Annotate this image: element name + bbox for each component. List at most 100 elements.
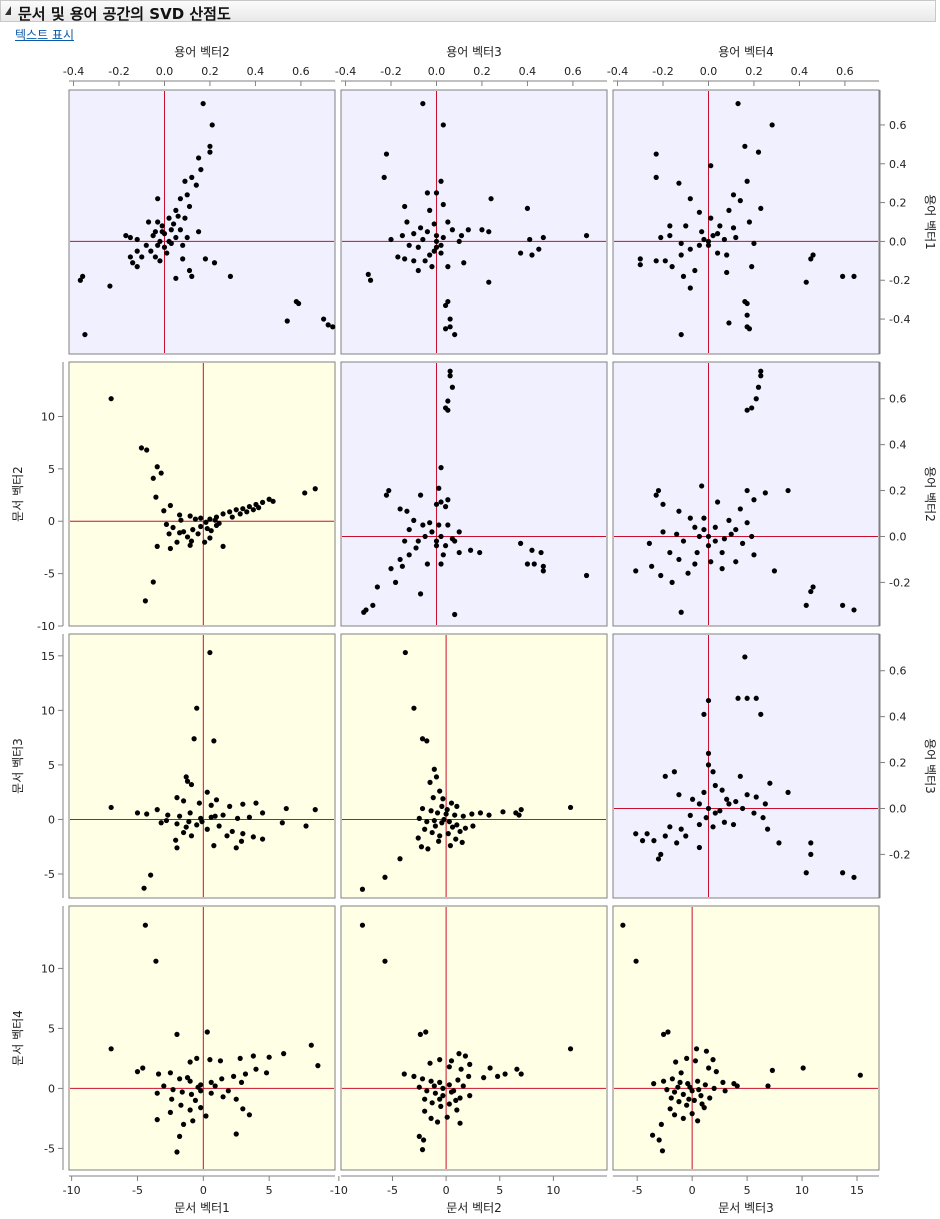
term-panel [340,361,608,627]
doc-point [469,811,475,817]
left-axis-tick-label: 0 [48,813,55,826]
term-point [701,711,707,717]
doc-point [238,1079,245,1085]
term-point [678,826,684,832]
term-point [730,192,737,198]
term-point [676,792,682,798]
doc-point [180,1121,187,1127]
term-point [696,533,702,540]
doc-point [418,844,425,850]
term-point [851,874,857,880]
doc-point [134,810,141,816]
doc-point [420,1137,427,1143]
doc-point [187,1059,193,1065]
bottom-axis-tick-label: 10 [795,1184,809,1197]
doc-point [242,1071,249,1077]
term-point [447,316,453,322]
doc-point [462,1053,469,1059]
doc-point [731,1081,737,1087]
show-text-link[interactable]: 텍스트 표시 [15,28,75,42]
term-point [851,273,857,279]
doc-point [217,1058,224,1064]
term-point [467,547,474,553]
doc-point [466,1073,472,1079]
right-axis-title: 용어 벡터2 [923,466,937,522]
doc-point [684,1102,690,1108]
doc-point [211,843,217,849]
doc-point [457,1120,463,1126]
term-point [680,273,687,279]
top-axis-tick-label: 0.6 [564,65,582,78]
doc-point [177,813,183,819]
bottom-axis-tick-label: 15 [850,1184,864,1197]
doc-point [161,1083,167,1089]
doc-point [425,846,431,852]
term-point [646,540,652,546]
term-point [683,223,689,229]
term-point [427,252,433,258]
left-axis-tick-label: 10 [41,962,55,975]
term-point [399,232,405,239]
term-point [687,285,693,291]
term-point [771,568,778,574]
doc-point [477,810,484,816]
term-point [633,568,639,574]
term-point [440,552,446,558]
doc-point [454,1107,460,1113]
term-point [411,258,417,264]
term-point [166,215,172,221]
term-point [458,232,465,239]
term-point [785,789,791,796]
term-point [427,207,433,213]
doc-point [659,1148,666,1154]
term-panel [612,633,880,899]
doc-point [166,531,172,537]
doc-point [417,1031,423,1037]
term-point [518,540,524,546]
term-point [207,149,213,155]
top-axis-tick-label: 0.4 [519,65,537,78]
term-point [438,499,444,505]
term-point [433,501,440,507]
term-point [397,506,403,512]
doc-point [180,529,187,535]
term-point [404,219,410,225]
term-point [406,242,412,248]
right-axis-tick-label: -0.2 [889,274,910,287]
doc-point [229,514,235,520]
term-point [436,485,442,491]
doc-point [516,812,522,818]
right-axis-tick-label: -0.2 [889,576,910,589]
doc-point [459,839,465,845]
doc-point [457,828,463,835]
doc-point [303,823,309,829]
term-point [687,246,693,252]
doc-point [250,834,256,840]
term-point [653,258,659,264]
doc-point [150,579,156,585]
doc-point [158,470,164,476]
term-point [726,517,732,524]
term-point [758,205,764,212]
term-point [477,549,483,556]
term-point [705,762,712,768]
term-point [583,232,590,239]
left-axis-tick-label: 10 [41,704,55,717]
term-point [649,563,655,569]
doc-point [186,819,192,825]
doc-point [431,766,437,772]
term-point [540,234,546,241]
doc-point [671,1112,678,1118]
term-point [445,407,451,413]
term-point [184,234,190,241]
term-point [420,236,426,243]
doc-panel [68,361,336,627]
collapse-triangle-icon[interactable] [5,6,11,15]
term-point [712,810,718,816]
term-point [637,262,643,268]
term-point [662,773,668,779]
term-point [755,149,762,155]
right-axis-tick-label: 0.2 [889,197,907,210]
term-point [143,242,149,248]
doc-point [220,812,226,818]
